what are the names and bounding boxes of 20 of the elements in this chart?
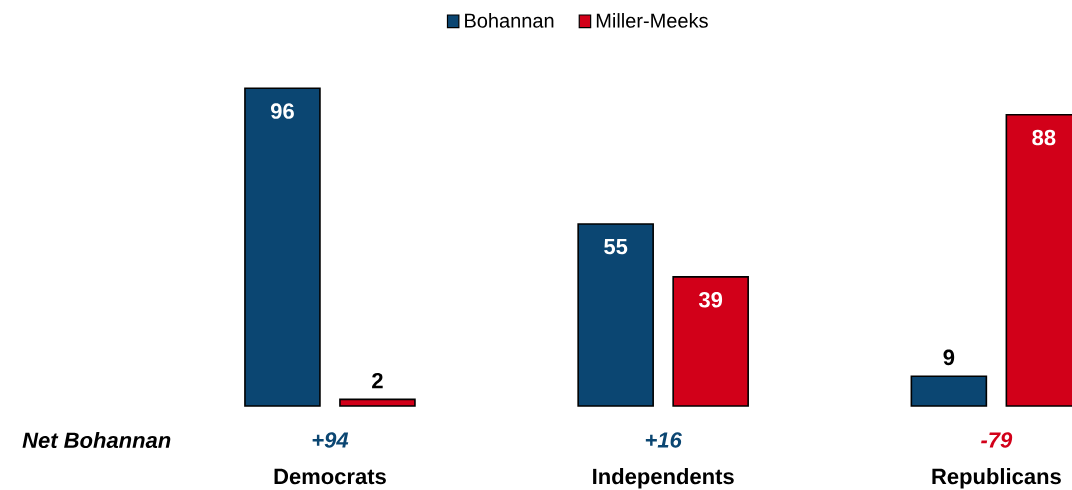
data-label: 96 [270, 103, 294, 119]
text: +94 [312, 432, 349, 448]
bar [339, 398, 416, 407]
bar [577, 223, 654, 407]
data-label: 2 [372, 372, 383, 389]
bar [672, 276, 749, 407]
x-tick-label: Independents [593, 468, 734, 489]
text: -79 [981, 432, 1013, 448]
data-label: 55 [604, 239, 628, 255]
data-label: 9 [943, 349, 955, 366]
x-tick-label: Democrats [274, 468, 386, 485]
data-label: 88 [1032, 129, 1056, 146]
data-label: 39 [698, 291, 723, 308]
bar [244, 87, 321, 407]
x-tick-label: Republicans [932, 468, 1061, 489]
text: Net Bohannan [22, 431, 171, 449]
text: +16 [645, 432, 682, 448]
legend-label: Bohannan [465, 13, 554, 28]
legend-label: Miller-Meeks [596, 13, 708, 28]
bar [910, 375, 988, 407]
